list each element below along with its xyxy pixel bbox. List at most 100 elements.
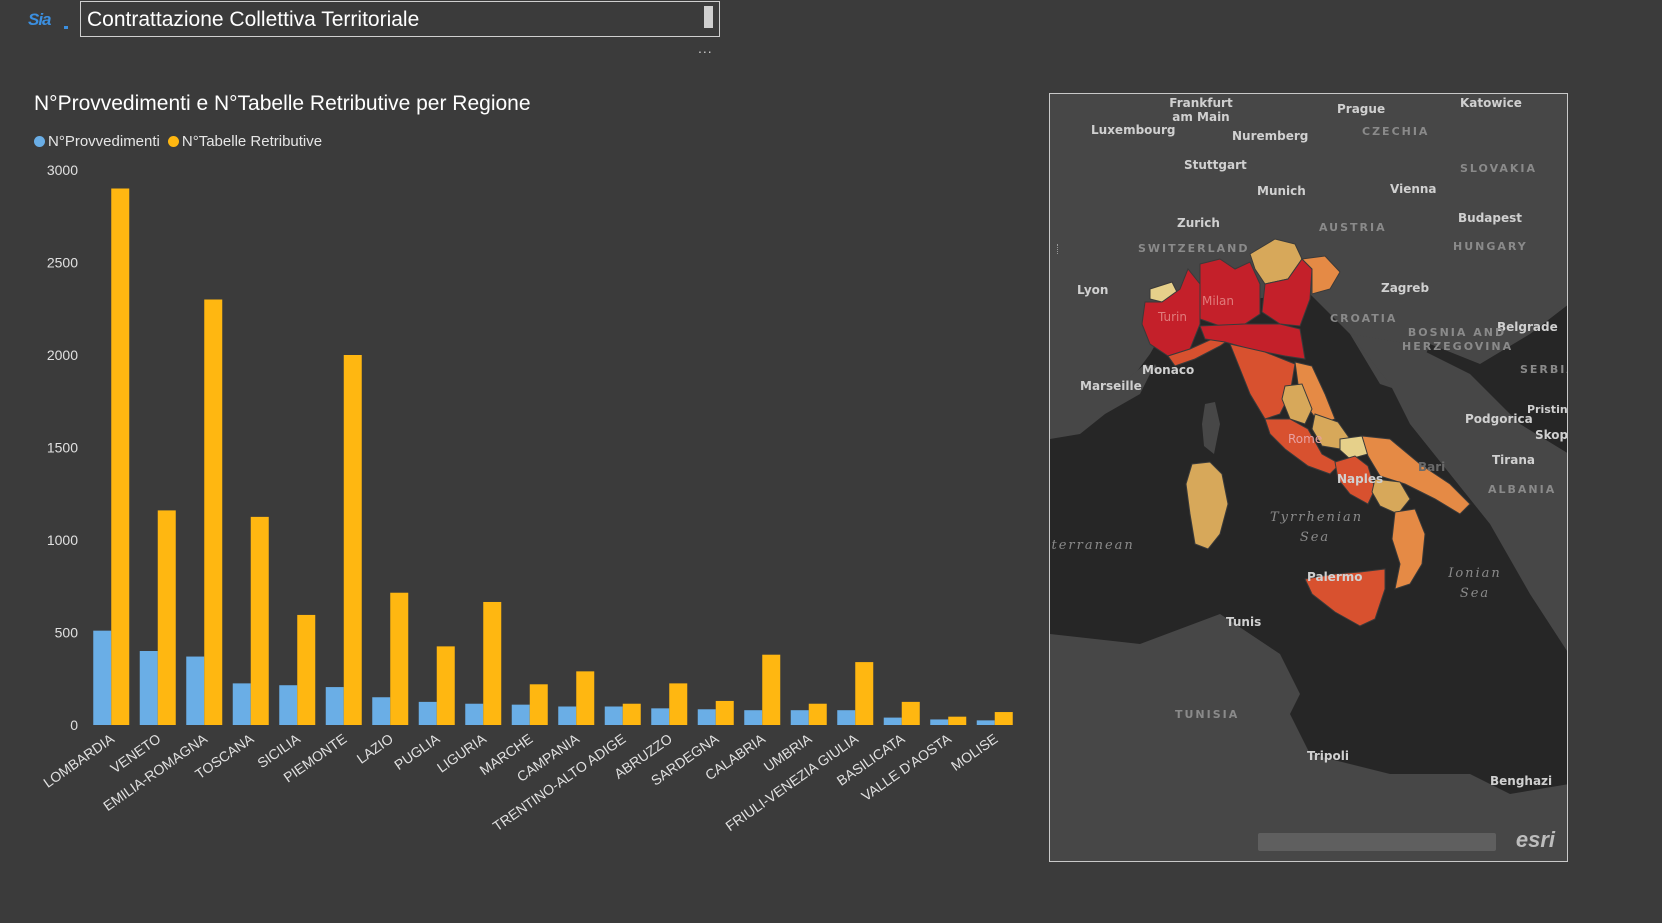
bar-provvedimenti[interactable] [279, 685, 298, 725]
legend-label-tabelle: N°Tabelle Retributive [181, 133, 323, 150]
bar-tabelle[interactable] [436, 646, 455, 725]
city-podgorica: Podgorica [1465, 412, 1533, 426]
city-benghazi: Benghazi [1490, 774, 1553, 788]
country-bosnia: BOSNIA AND HERZEGOVINA [1402, 326, 1514, 353]
bar-tabelle[interactable] [669, 683, 688, 725]
country-albania: ALBANIA [1488, 483, 1557, 496]
bar-tabelle[interactable] [157, 510, 176, 725]
city-nuremberg: Nuremberg [1232, 129, 1309, 143]
bar-provvedimenti[interactable] [93, 630, 112, 725]
bar-tabelle[interactable] [994, 712, 1013, 725]
country-croatia: CROATIA [1330, 312, 1398, 325]
sea-ionian: Ionian Sea [1448, 566, 1502, 601]
bar-tabelle[interactable] [204, 299, 223, 726]
city-tunis: Tunis [1226, 615, 1262, 629]
region-puglia [1361, 435, 1471, 515]
africa-land [1050, 614, 1567, 861]
city-marseille: Marseille [1080, 379, 1142, 393]
bar-provvedimenti[interactable] [883, 717, 902, 725]
bar-provvedimenti[interactable] [651, 708, 670, 725]
bar-provvedimenti[interactable] [139, 651, 158, 725]
bar-tabelle[interactable] [855, 662, 874, 725]
bar-tabelle[interactable] [297, 614, 316, 725]
bar-provvedimenti[interactable] [976, 720, 995, 725]
bar-tabelle[interactable] [390, 592, 409, 725]
bar-provvedimenti[interactable] [837, 710, 856, 725]
city-budapest: Budapest [1458, 211, 1522, 225]
bar-tabelle[interactable] [483, 601, 502, 725]
bar-provvedimenti[interactable] [790, 710, 809, 725]
bar-tabelle[interactable] [715, 700, 734, 725]
region-lombardia [1199, 258, 1261, 327]
bar-provvedimenti[interactable] [232, 683, 251, 725]
city-katowice: Katowice [1460, 96, 1522, 110]
bar-provvedimenti[interactable] [372, 697, 391, 725]
corsica-land [1202, 402, 1220, 454]
x-category-label: LAZIO [354, 730, 396, 766]
title-scrollbar[interactable] [704, 6, 713, 28]
bar-chart-visual[interactable]: 0 500 1000 1500 2000 2500 3000 LOMBARDIA VENETO E… [0, 86, 1040, 923]
y-tick-label: 500 [55, 625, 79, 641]
region-piemonte [1141, 268, 1201, 357]
sardinia-land [1185, 461, 1229, 550]
y-tick-label: 1000 [47, 532, 78, 548]
chart-legend: N°Provvedimenti N°Tabelle Retributive [34, 133, 322, 150]
more-options-icon[interactable]: ... [698, 40, 713, 56]
bar-tabelle[interactable] [111, 188, 130, 726]
sea-mediterranean: Mediterranean Sea [1050, 538, 1135, 553]
bar-provvedimenti[interactable] [558, 706, 577, 726]
region-emilia [1199, 323, 1306, 360]
city-monaco: Monaco [1142, 363, 1195, 377]
region-molise [1339, 435, 1369, 460]
bar-provvedimenti[interactable] [697, 709, 716, 725]
city-luxembourg: Luxembourg [1091, 123, 1176, 137]
bar-tabelle[interactable] [250, 516, 269, 725]
balkans-land [1350, 334, 1567, 651]
city-naples: Naples [1337, 472, 1384, 486]
legend-item-tabelle[interactable]: N°Tabelle Retributive [167, 133, 323, 150]
map-visual[interactable]: Frankfurt am Main Prague Katowice Luxemb… [1049, 93, 1568, 862]
bar-provvedimenti[interactable] [465, 703, 484, 725]
legend-item-provvedimenti[interactable]: N°Provvedimenti [34, 133, 160, 150]
legend-label-provvedimenti: N°Provvedimenti [48, 133, 160, 150]
country-tunisia: TUNISIA [1175, 708, 1240, 721]
bar-provvedimenti[interactable] [325, 687, 344, 725]
city-palermo: Palermo [1307, 570, 1363, 584]
country-austria: AUSTRIA [1319, 221, 1387, 234]
y-tick-label: 2000 [47, 347, 78, 363]
region-lazio [1264, 418, 1341, 475]
country-slovakia: SLOVAKIA [1460, 162, 1538, 175]
bar-tabelle[interactable] [762, 654, 781, 725]
chart-title: N°Provvedimenti e N°Tabelle Retributive … [34, 92, 531, 115]
report-title-box[interactable]: Contrattazione Collettiva Territoriale [80, 1, 720, 37]
bar-provvedimenti[interactable] [744, 710, 763, 725]
city-munich: Munich [1257, 184, 1306, 198]
city-lyon: Lyon [1077, 283, 1109, 297]
bar-provvedimenti[interactable] [418, 701, 437, 725]
legend-dot-tabelle [167, 136, 179, 147]
bar-tabelle[interactable] [808, 703, 827, 725]
map-canvas[interactable] [1050, 94, 1568, 862]
bar-tabelle[interactable] [901, 701, 920, 725]
city-pristina: Pristina [1527, 403, 1568, 416]
bar-tabelle[interactable] [576, 671, 595, 725]
x-category-label: PUGLIA [391, 730, 443, 773]
bar-provvedimenti[interactable] [186, 656, 205, 725]
bar-chart-svg: 050010001500200025003000LOMBARDIAVENETOE… [40, 162, 1013, 834]
bar-tabelle[interactable] [948, 716, 967, 725]
bar-tabelle[interactable] [622, 703, 641, 725]
bar-provvedimenti[interactable] [930, 719, 949, 725]
bar-provvedimenti[interactable] [511, 704, 530, 725]
map-attribution [1258, 833, 1496, 851]
region-calabria [1391, 508, 1426, 590]
city-skopje: Skopje [1535, 428, 1568, 442]
city-belgrade: Belgrade [1497, 320, 1558, 334]
europe-land [1050, 94, 1567, 394]
bar-provvedimenti[interactable] [604, 706, 623, 726]
bar-tabelle[interactable] [343, 355, 362, 725]
map-drag-handle[interactable] [1057, 244, 1060, 254]
city-bari: Bari [1418, 460, 1446, 474]
bar-tabelle[interactable] [529, 684, 548, 725]
x-category-label: MOLISE [948, 730, 1001, 773]
